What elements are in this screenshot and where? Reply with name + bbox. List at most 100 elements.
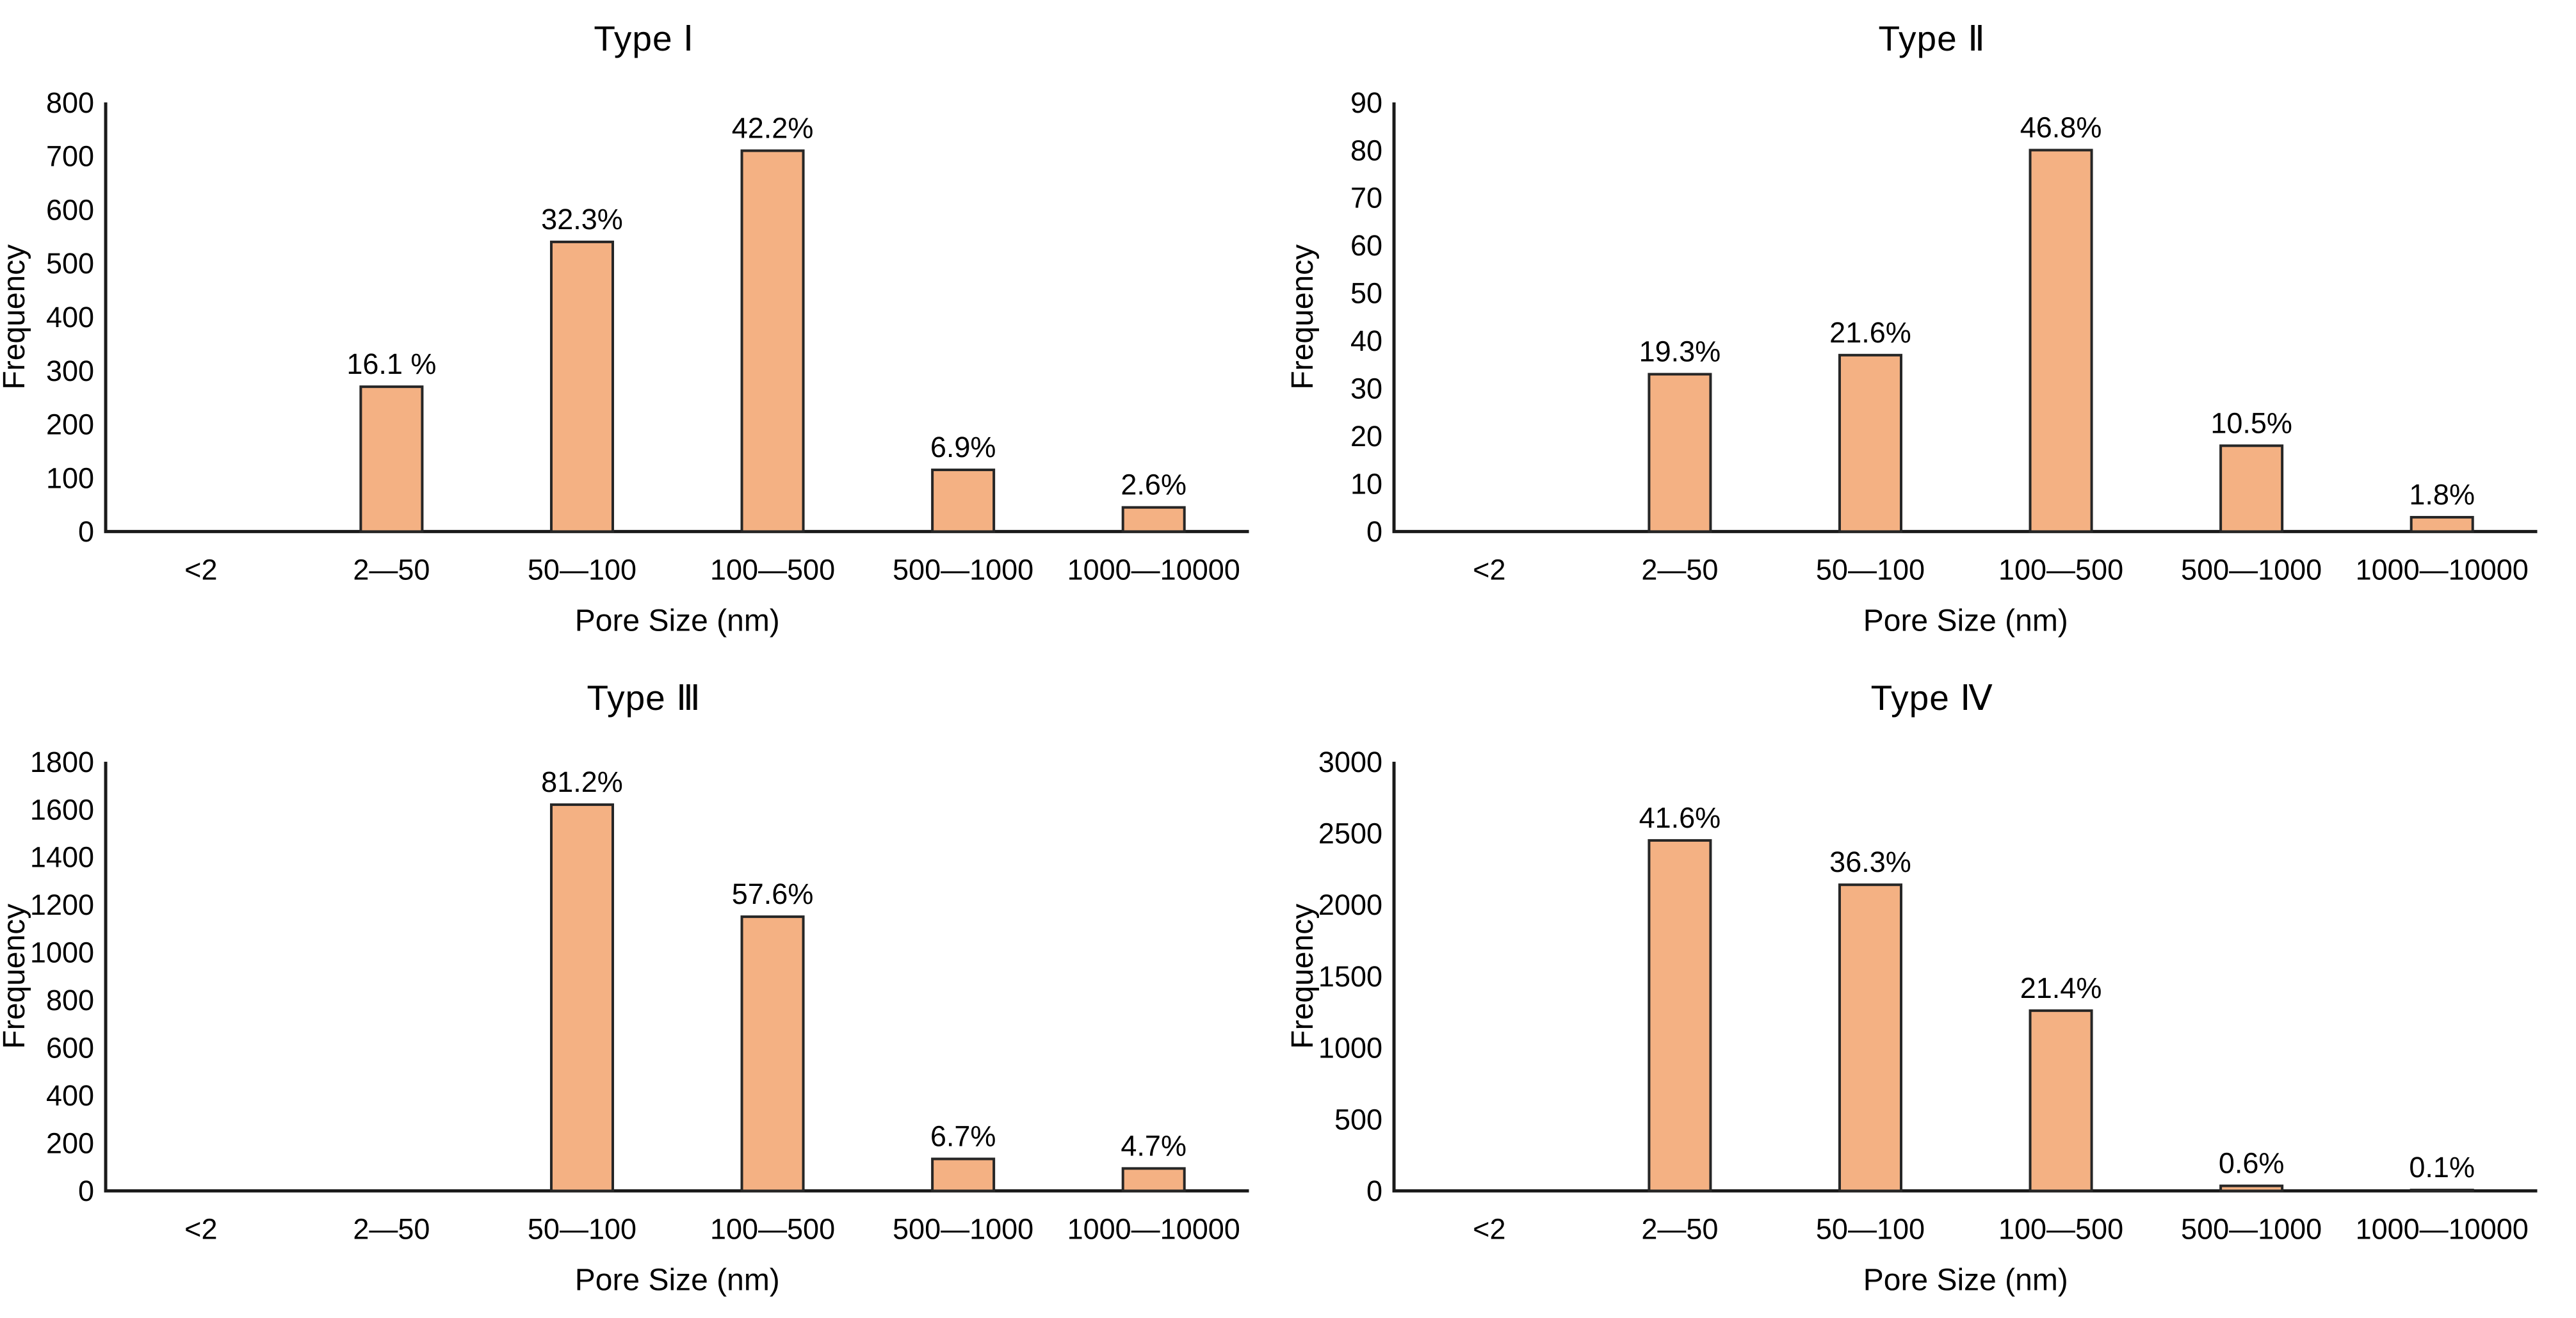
x-category-label: 2—50 — [1641, 553, 1718, 586]
chart-panel-type-3: Type Ⅲ 0 200 400 600 800 1000 1200 1400 1600 1800… — [0, 659, 1288, 1318]
chart-title-type-4: Type Ⅳ — [1870, 677, 1993, 718]
y-tick-label: 30 — [1350, 373, 1382, 405]
y-tick-label: 0 — [1366, 1175, 1382, 1207]
y-tick-label: 0 — [78, 515, 94, 548]
x-category-label: <2 — [184, 1212, 217, 1245]
y-axis-label: Frequency — [0, 245, 31, 390]
y-tick-label: 3000 — [1318, 745, 1382, 778]
bar-percvalue-label: 6.7% — [930, 1120, 996, 1152]
x-category-label: 100—500 — [710, 553, 835, 586]
x-category-label: <2 — [1473, 1212, 1505, 1245]
bar-percvalue-label: 6.9% — [930, 431, 996, 463]
chart-title-type-1: Type Ⅰ — [594, 19, 695, 58]
axis-lines — [1392, 102, 2537, 533]
x-category-label: 500—1000 — [2181, 553, 2322, 586]
bar — [1838, 883, 1902, 1192]
bar-chart-type-1: 0 100 200 300 400 500 600 700 800 Frequency <2 16.1… — [0, 86, 1249, 638]
x-category-label: 2—50 — [353, 1212, 430, 1245]
axis-lines — [104, 102, 1249, 533]
y-tick-label: 200 — [46, 408, 94, 441]
y-tick-label: 1200 — [30, 888, 94, 921]
y-tick-label: 800 — [46, 984, 94, 1017]
y-tick-label: 2500 — [1318, 817, 1382, 849]
x-category-label: <2 — [1473, 553, 1505, 586]
bar — [1121, 506, 1186, 533]
x-category-label: 2—50 — [1641, 1212, 1718, 1245]
x-axis-label: Pore Size (nm) — [575, 604, 780, 638]
x-category-label: 100—500 — [1998, 1212, 2123, 1245]
x-axis-label: Pore Size (nm) — [1863, 604, 2068, 638]
y-tick-label: 0 — [78, 1175, 94, 1207]
x-axis-label: Pore Size (nm) — [1863, 1263, 2068, 1297]
bar — [1647, 839, 1712, 1192]
bar-percvalue-label: 81.2% — [541, 766, 623, 798]
axis-lines — [104, 761, 1249, 1193]
y-tick-label: 1000 — [1318, 1031, 1382, 1064]
bar — [2219, 1184, 2283, 1192]
bar-chart-type-3: 0 200 400 600 800 1000 1200 1400 1600 1800 Frequen… — [0, 745, 1249, 1297]
x-category-label: 500—1000 — [893, 1212, 1033, 1245]
x-category-label: 50—100 — [1815, 1212, 1924, 1245]
y-tick-label: 1000 — [30, 936, 94, 968]
y-tick-label: 40 — [1350, 325, 1382, 357]
chart-panel-type-1: Type Ⅰ 0 100 200 300 400 500 600 700 800 Frequenc… — [0, 0, 1288, 659]
y-tick-label: 500 — [46, 247, 94, 280]
bar — [931, 1157, 996, 1192]
bar-percvalue-label: 1.8% — [2409, 478, 2475, 511]
chart-panel-type-4: Type Ⅳ 0 500 1000 1500 2000 2500 3000 Frequency… — [1288, 659, 2576, 1318]
y-tick-label: 1400 — [30, 840, 94, 873]
x-category-label: <2 — [184, 553, 217, 586]
x-axis-label: Pore Size (nm) — [575, 1263, 780, 1297]
bar — [2410, 1188, 2474, 1192]
bar-chart-type-2: 0 10 20 30 40 50 60 70 80 90 Frequency <2 19.3% 2—50 2… — [1288, 86, 2537, 638]
bar — [549, 803, 614, 1192]
bar-percvalue-label: 21.6% — [1829, 316, 1911, 349]
bar-percvalue-label: 4.7% — [1121, 1129, 1187, 1162]
bar-percvalue-label: 41.6% — [1639, 801, 1721, 833]
y-tick-label: 100 — [46, 462, 94, 494]
y-tick-label: 700 — [46, 140, 94, 173]
y-tick-label: 400 — [46, 1079, 94, 1112]
x-category-label: 50—100 — [1815, 553, 1924, 586]
axis-lines — [1392, 761, 2537, 1193]
bar — [931, 469, 996, 533]
y-tick-label: 90 — [1350, 86, 1382, 119]
y-tick-label: 500 — [1334, 1103, 1382, 1136]
y-tick-label: 2000 — [1318, 888, 1382, 921]
x-category-label: 100—500 — [1998, 553, 2123, 586]
bar-percvalue-label: 57.6% — [732, 878, 814, 910]
bar — [2219, 444, 2283, 533]
x-category-label: 500—1000 — [893, 553, 1033, 586]
y-tick-label: 300 — [46, 355, 94, 387]
bar — [1647, 373, 1712, 533]
bar — [740, 915, 805, 1192]
bar — [2029, 149, 2093, 533]
bar-percvalue-label: 42.2% — [732, 111, 814, 144]
x-category-label: 1000—10000 — [2355, 553, 2528, 586]
bar-percvalue-label: 0.1% — [2409, 1151, 2475, 1184]
y-axis-label: Frequency — [0, 903, 31, 1049]
x-category-label: 1000—10000 — [1067, 1212, 1240, 1245]
bar-percvalue-label: 10.5% — [2210, 406, 2292, 439]
bar-percvalue-label: 0.6% — [2218, 1146, 2284, 1179]
bar — [2029, 1009, 2093, 1192]
bar-percvalue-label: 36.3% — [1829, 846, 1911, 878]
bar-percvalue-label: 19.3% — [1639, 335, 1721, 368]
y-tick-label: 20 — [1350, 420, 1382, 453]
chart-title-type-2: Type Ⅱ — [1878, 19, 1986, 58]
bar — [1121, 1166, 1186, 1192]
bar — [359, 385, 424, 533]
y-tick-label: 10 — [1350, 468, 1382, 501]
x-category-label: 100—500 — [710, 1212, 835, 1245]
bar — [1838, 353, 1902, 533]
y-tick-label: 50 — [1350, 277, 1382, 310]
bar — [549, 240, 614, 533]
y-tick-label: 800 — [46, 86, 94, 119]
y-tick-label: 400 — [46, 301, 94, 334]
bar-percvalue-label: 2.6% — [1121, 469, 1187, 501]
y-tick-label: 600 — [46, 1031, 94, 1064]
bar-chart-type-4: 0 500 1000 1500 2000 2500 3000 Frequency <2 41.6%… — [1288, 745, 2537, 1297]
x-category-label: 2—50 — [353, 553, 430, 586]
x-category-label: 50—100 — [528, 553, 636, 586]
bar-percvalue-label: 32.3% — [541, 203, 623, 236]
